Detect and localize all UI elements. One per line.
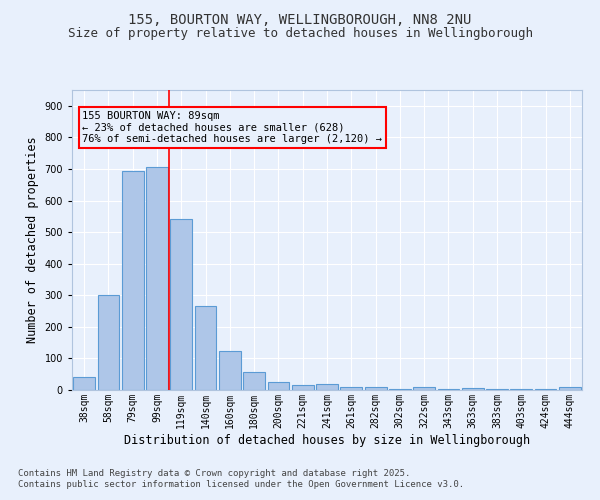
Text: Contains public sector information licensed under the Open Government Licence v3: Contains public sector information licen… — [18, 480, 464, 489]
Bar — [97, 296, 119, 390]
Bar — [243, 372, 265, 390]
Bar — [73, 376, 95, 390]
Text: Size of property relative to detached houses in Wellingborough: Size of property relative to detached ho… — [67, 28, 533, 40]
Text: 155 BOURTON WAY: 89sqm
← 23% of detached houses are smaller (628)
76% of semi-de: 155 BOURTON WAY: 89sqm ← 23% of detached… — [82, 111, 382, 144]
Bar — [462, 388, 484, 390]
Text: Contains HM Land Registry data © Crown copyright and database right 2025.: Contains HM Land Registry data © Crown c… — [18, 468, 410, 477]
Bar — [170, 220, 192, 390]
Text: 155, BOURTON WAY, WELLINGBOROUGH, NN8 2NU: 155, BOURTON WAY, WELLINGBOROUGH, NN8 2N… — [128, 12, 472, 26]
X-axis label: Distribution of detached houses by size in Wellingborough: Distribution of detached houses by size … — [124, 434, 530, 446]
Bar — [146, 168, 168, 390]
Bar — [268, 382, 289, 390]
Bar — [413, 387, 435, 390]
Bar — [316, 384, 338, 390]
Bar — [340, 388, 362, 390]
Bar — [194, 306, 217, 390]
Bar — [219, 352, 241, 390]
Bar — [559, 388, 581, 390]
Bar — [122, 170, 143, 390]
Y-axis label: Number of detached properties: Number of detached properties — [26, 136, 39, 344]
Bar — [292, 386, 314, 390]
Bar — [365, 387, 386, 390]
